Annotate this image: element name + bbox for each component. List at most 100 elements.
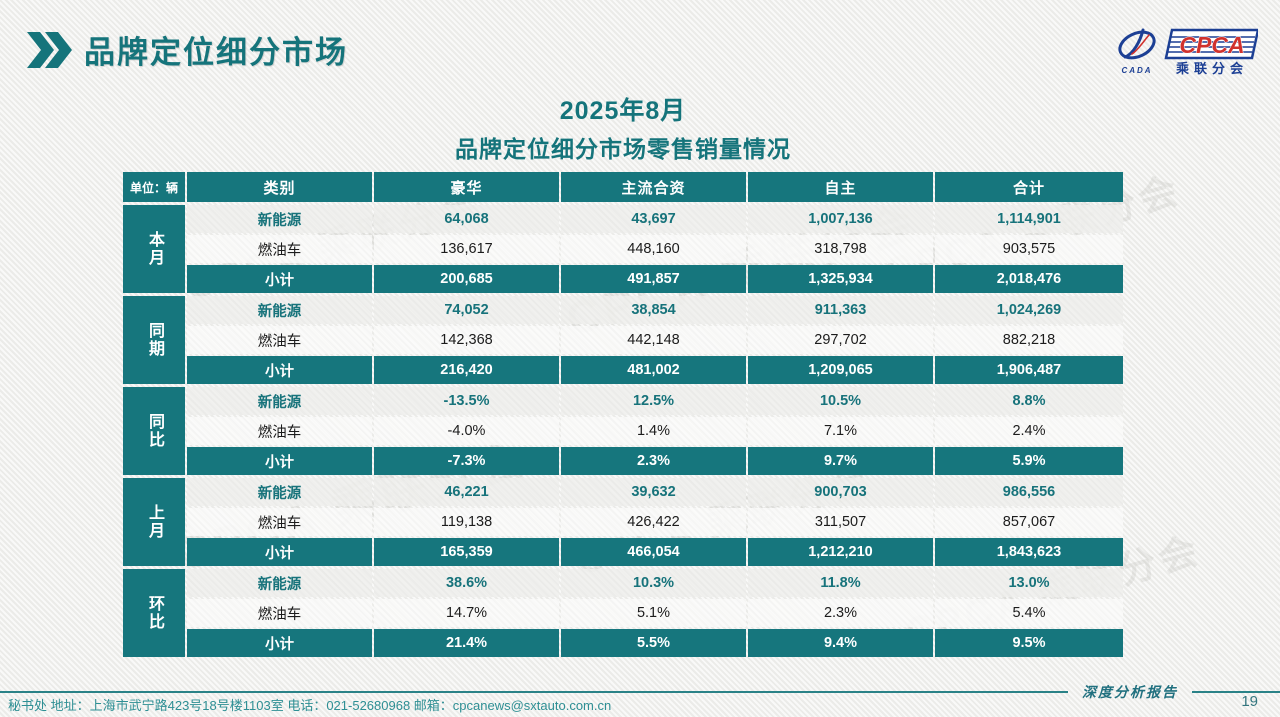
row-value: 142,368 bbox=[374, 326, 559, 354]
section-label: 本月 bbox=[123, 205, 185, 293]
row-value: 448,160 bbox=[561, 235, 746, 263]
row-category: 小计 bbox=[187, 356, 372, 384]
row-category: 新能源 bbox=[187, 205, 372, 233]
footer-line-left bbox=[0, 691, 1068, 693]
row-value: 9.4% bbox=[748, 629, 933, 657]
section-label: 同比 bbox=[123, 387, 185, 475]
row-value: 12.5% bbox=[561, 387, 746, 415]
row-value: -13.5% bbox=[374, 387, 559, 415]
row-value: 1,209,065 bbox=[748, 356, 933, 384]
row-value: 297,702 bbox=[748, 326, 933, 354]
cpca-logo: CADA CPCA 乘联分会 bbox=[1116, 26, 1260, 81]
row-value: 46,221 bbox=[374, 478, 559, 506]
row-value: -7.3% bbox=[374, 447, 559, 475]
row-value: 13.0% bbox=[935, 569, 1123, 597]
row-category: 燃油车 bbox=[187, 326, 372, 354]
row-value: 318,798 bbox=[748, 235, 933, 263]
logo-cada-text: CADA bbox=[1121, 66, 1152, 75]
logo-subtitle-text: 乘联分会 bbox=[1175, 61, 1248, 76]
row-value: 900,703 bbox=[748, 478, 933, 506]
row-value: 1,007,136 bbox=[748, 205, 933, 233]
row-value: 43,697 bbox=[561, 205, 746, 233]
footer-address: 秘书处 地址：上海市武宁路423号18号楼1103室 电话：021-526809… bbox=[8, 698, 612, 713]
row-value: 311,507 bbox=[748, 508, 933, 536]
row-value: 1,325,934 bbox=[748, 265, 933, 293]
row-value: 14.7% bbox=[374, 599, 559, 627]
row-category: 新能源 bbox=[187, 569, 372, 597]
row-value: 442,148 bbox=[561, 326, 746, 354]
sales-table: 单位：辆 类别 豪华 主流合资 自主 合计 本月 新能源 64,068 43,697 1,007… bbox=[123, 172, 1123, 657]
row-category: 燃油车 bbox=[187, 235, 372, 263]
row-value: 466,054 bbox=[561, 538, 746, 566]
row-value: 857,067 bbox=[935, 508, 1123, 536]
row-category: 新能源 bbox=[187, 296, 372, 324]
table-title-text: 品牌定位细分市场零售销量情况 bbox=[455, 136, 791, 162]
row-value: 491,857 bbox=[561, 265, 746, 293]
row-value: 426,422 bbox=[561, 508, 746, 536]
row-value: 882,218 bbox=[935, 326, 1123, 354]
row-value: 1,843,623 bbox=[935, 538, 1123, 566]
row-value: 2.3% bbox=[561, 447, 746, 475]
table-title-month: 2025年8月 bbox=[559, 97, 687, 125]
row-value: 1.4% bbox=[561, 417, 746, 445]
table-body: 本月 新能源 64,068 43,697 1,007,136 1,114,901 燃油车 13… bbox=[123, 205, 1123, 657]
row-value: 21.4% bbox=[374, 629, 559, 657]
row-value: 216,420 bbox=[374, 356, 559, 384]
footer-rule: 深度分析报告 bbox=[0, 682, 1280, 702]
section-label: 同期 bbox=[123, 296, 185, 384]
row-value: 136,617 bbox=[374, 235, 559, 263]
row-value: 74,052 bbox=[374, 296, 559, 324]
row-category: 新能源 bbox=[187, 478, 372, 506]
logo-cpca-text: CPCA bbox=[1179, 32, 1244, 58]
row-category: 燃油车 bbox=[187, 599, 372, 627]
row-value: 10.5% bbox=[748, 387, 933, 415]
cpca-logo-graphic: CADA CPCA 乘联分会 bbox=[1118, 28, 1260, 76]
page-number: 19 bbox=[1241, 693, 1258, 710]
row-value: 1,114,901 bbox=[935, 205, 1123, 233]
report-type-label: 深度分析报告 bbox=[1082, 685, 1178, 701]
column-header: 合计 bbox=[935, 172, 1123, 202]
column-header: 豪华 bbox=[374, 172, 559, 202]
row-value: 481,002 bbox=[561, 356, 746, 384]
row-value: 10.3% bbox=[561, 569, 746, 597]
row-value: 8.8% bbox=[935, 387, 1123, 415]
row-value: 9.5% bbox=[935, 629, 1123, 657]
row-value: 2,018,476 bbox=[935, 265, 1123, 293]
row-value: 38,854 bbox=[561, 296, 746, 324]
page-title: 品牌定位细分市场 bbox=[84, 35, 348, 70]
column-header: 自主 bbox=[748, 172, 933, 202]
row-value: 39,632 bbox=[561, 478, 746, 506]
row-value: 5.5% bbox=[561, 629, 746, 657]
row-value: 7.1% bbox=[748, 417, 933, 445]
row-category: 新能源 bbox=[187, 387, 372, 415]
row-value: 903,575 bbox=[935, 235, 1123, 263]
row-category: 小计 bbox=[187, 447, 372, 475]
row-category: 小计 bbox=[187, 265, 372, 293]
section-label: 上月 bbox=[123, 478, 185, 566]
row-category: 小计 bbox=[187, 629, 372, 657]
row-value: 1,906,487 bbox=[935, 356, 1123, 384]
row-value: -4.0% bbox=[374, 417, 559, 445]
row-value: 64,068 bbox=[374, 205, 559, 233]
row-category: 小计 bbox=[187, 538, 372, 566]
row-value: 986,556 bbox=[935, 478, 1123, 506]
row-value: 2.3% bbox=[748, 599, 933, 627]
row-value: 119,138 bbox=[374, 508, 559, 536]
row-value: 200,685 bbox=[374, 265, 559, 293]
table-title-block: 2025年8月 品牌定位细分市场零售销量情况 bbox=[123, 91, 1123, 164]
table-section: 上月 新能源 46,221 39,632 900,703 986,556 燃油车 119,13… bbox=[123, 478, 1123, 566]
slide-header: 品牌定位细分市场 bbox=[26, 27, 348, 72]
row-value: 5.1% bbox=[561, 599, 746, 627]
row-value: 165,359 bbox=[374, 538, 559, 566]
row-value: 1,024,269 bbox=[935, 296, 1123, 324]
row-value: 9.7% bbox=[748, 447, 933, 475]
row-category: 燃油车 bbox=[187, 417, 372, 445]
column-header: 类别 bbox=[187, 172, 372, 202]
column-header: 主流合资 bbox=[561, 172, 746, 202]
table-section: 同期 新能源 74,052 38,854 911,363 1,024,269 燃油车 142,… bbox=[123, 296, 1123, 384]
footer-line-right bbox=[1192, 691, 1280, 693]
table-header-row: 单位：辆 类别 豪华 主流合资 自主 合计 bbox=[123, 172, 1123, 202]
section-label: 环比 bbox=[123, 569, 185, 657]
unit-label: 单位：辆 bbox=[123, 172, 185, 202]
double-chevron-icon bbox=[27, 31, 72, 68]
